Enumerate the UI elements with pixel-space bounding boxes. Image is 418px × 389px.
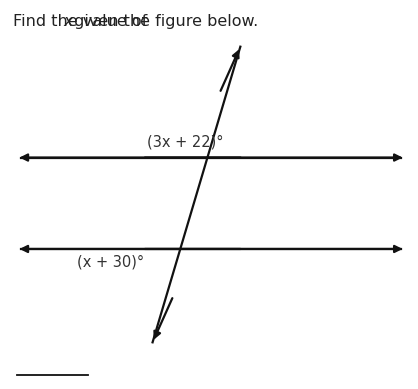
Text: (x + 30)°: (x + 30)° (77, 255, 145, 270)
Text: Find the value of: Find the value of (13, 14, 152, 29)
Text: (3x + 22)°: (3x + 22)° (147, 135, 224, 150)
Text: given the figure below.: given the figure below. (69, 14, 258, 29)
Text: x: x (64, 14, 73, 29)
